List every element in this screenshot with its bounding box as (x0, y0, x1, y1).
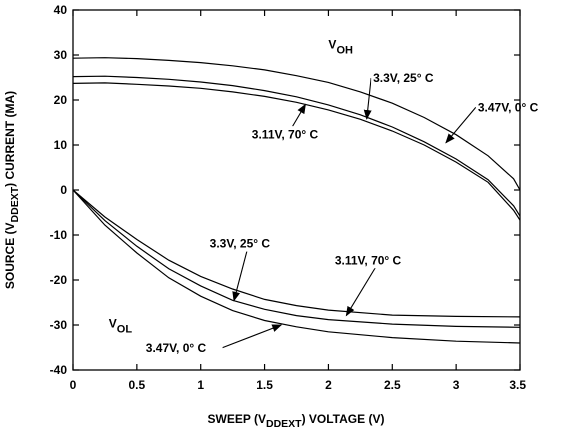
y-tick-label: 30 (54, 48, 68, 62)
group-label: VOH (328, 37, 353, 56)
series-line (72, 57, 521, 191)
x-tick-label: 2.5 (384, 378, 401, 392)
series-line (72, 189, 521, 328)
series-layer (72, 57, 521, 344)
y-tick-label: 20 (54, 93, 68, 107)
annotation-halo (332, 252, 419, 269)
series-line (72, 75, 521, 217)
annotation-arrow (363, 77, 372, 120)
annotation-label: 3.11V, 70° C (335, 253, 402, 267)
group-label-halo (326, 36, 357, 57)
series-line (72, 189, 521, 344)
annotation-arrow (445, 106, 477, 144)
series-line (72, 189, 521, 318)
annotation-halo (207, 235, 287, 252)
x-tick-label: 3 (453, 378, 460, 392)
x-tick-label: 2 (325, 378, 332, 392)
annotation-label: 3.11V, 70° C (252, 127, 319, 141)
annotation-halo (475, 99, 555, 116)
series-line (72, 82, 521, 221)
group-label-halo (106, 315, 137, 336)
annotation-arrow (221, 324, 283, 349)
x-tick-label: 1.5 (256, 378, 273, 392)
x-tick-label: 0 (70, 378, 77, 392)
y-tick-label: -20 (50, 273, 68, 287)
x-tick-label: 1 (197, 378, 204, 392)
y-axis-title: SOURCE (VDDEXT) CURRENT (MA) (3, 91, 21, 289)
annotation-layer: VOH VOL 3.3V, 25° C 3.47V, 0° C 3.11V, 70° C… (106, 36, 555, 356)
annotation-arrow (345, 266, 377, 317)
annotation-label: 3.3V, 25° C (210, 237, 271, 251)
x-axis-title: SWEEP (VDDEXT) VOLTAGE (V) (208, 412, 385, 430)
annotation-arrow (292, 103, 306, 127)
annotation-label: 3.47V, 0° C (478, 100, 539, 114)
y-tick-label: 10 (54, 138, 68, 152)
x-tick-label: 0.5 (129, 378, 146, 392)
annotation-arrow (232, 250, 248, 302)
y-tick-label: 0 (60, 183, 67, 197)
y-tick-label: -10 (50, 228, 68, 242)
annotation-halo (249, 126, 336, 143)
x-tick-label: 3.5 (509, 378, 526, 392)
y-tick-label: -40 (50, 363, 68, 377)
group-label: VOL (109, 316, 133, 335)
y-tick-label: -30 (50, 318, 68, 332)
annotation-label: 3.3V, 25° C (373, 71, 434, 85)
annotation-label: 3.47V, 0° C (146, 341, 207, 355)
annotation-halo (143, 340, 223, 356)
y-tick-label: 40 (54, 3, 68, 17)
tick-layer: 0 0.5 1 1.5 2 2.5 3 3.5 40 30 20 10 0 -10 -20 -30 -40 (50, 3, 527, 392)
annotation-halo (371, 70, 450, 86)
